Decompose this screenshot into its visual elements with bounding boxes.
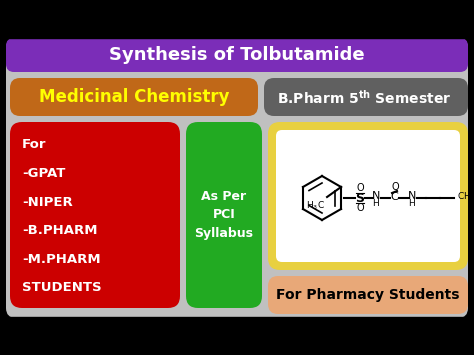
FancyBboxPatch shape	[10, 122, 180, 308]
FancyBboxPatch shape	[6, 38, 468, 318]
Text: -M.PHARM: -M.PHARM	[22, 253, 100, 266]
FancyBboxPatch shape	[276, 130, 460, 262]
Text: Syllabus: Syllabus	[194, 226, 254, 240]
Text: Medicinal Chemistry: Medicinal Chemistry	[39, 88, 229, 106]
FancyBboxPatch shape	[10, 78, 258, 116]
Text: -B.PHARM: -B.PHARM	[22, 224, 98, 237]
Text: For Pharmacy Students: For Pharmacy Students	[276, 288, 460, 302]
Text: -GPAT: -GPAT	[22, 167, 65, 180]
FancyBboxPatch shape	[6, 38, 468, 72]
FancyBboxPatch shape	[186, 122, 262, 308]
Text: O: O	[391, 182, 399, 192]
Text: For: For	[22, 138, 46, 151]
Bar	[0, 0, 474, 38]
Text: CH$_3$: CH$_3$	[457, 191, 474, 203]
Text: As Per: As Per	[201, 191, 246, 203]
Text: N: N	[372, 191, 380, 201]
Text: PCI: PCI	[213, 208, 236, 222]
Text: B.Pharm 5$^{\mathbf{th}}$ Semester: B.Pharm 5$^{\mathbf{th}}$ Semester	[277, 89, 451, 107]
Text: H: H	[409, 200, 415, 208]
FancyBboxPatch shape	[268, 122, 468, 270]
FancyBboxPatch shape	[268, 276, 468, 314]
Text: H$_3$C: H$_3$C	[306, 200, 325, 213]
Text: S: S	[356, 191, 365, 204]
Text: Synthesis of Tolbutamide: Synthesis of Tolbutamide	[109, 46, 365, 64]
Text: N: N	[408, 191, 416, 201]
Text: H: H	[373, 200, 379, 208]
FancyBboxPatch shape	[264, 78, 468, 116]
Bar	[0, 317, 474, 355]
Text: -NIPER: -NIPER	[22, 196, 73, 209]
Text: STUDENTS: STUDENTS	[22, 282, 101, 294]
Text: C: C	[390, 192, 398, 202]
Text: O: O	[356, 183, 364, 193]
Text: O: O	[356, 203, 364, 213]
